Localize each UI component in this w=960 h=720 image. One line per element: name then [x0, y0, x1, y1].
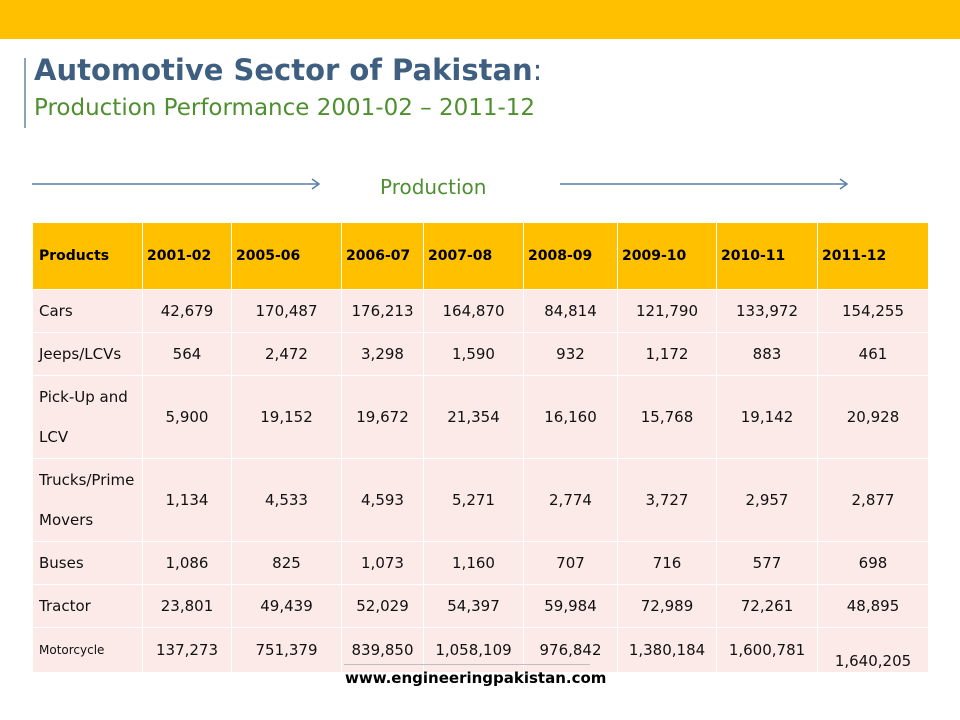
page-title: Automotive Sector of Pakistan: [34, 53, 542, 87]
table-cell: 23,801 [142, 584, 232, 628]
row-label: Motorcycle [32, 627, 143, 673]
section-label: Production [380, 175, 487, 199]
table-cell: 4,533 [231, 458, 342, 542]
left-arrow [32, 178, 321, 190]
table-cell: 1,590 [423, 332, 524, 376]
table-cell: 72,261 [716, 584, 818, 628]
table-cell: 698 [817, 541, 929, 585]
table-cell: 1,073 [341, 541, 424, 585]
page-subtitle: Production Performance 2001-02 – 2011-12 [34, 95, 536, 121]
table-cell: 19,672 [341, 375, 424, 459]
table-cell: 577 [716, 541, 818, 585]
table-row: Pick-Up and LCV 5,900 19,152 19,672 21,3… [32, 375, 929, 459]
table-cell: 20,928 [817, 375, 929, 459]
table-cell: 564 [142, 332, 232, 376]
row-label: Buses [32, 541, 143, 585]
title-accent-line [24, 58, 26, 128]
top-accent-bar [0, 0, 960, 39]
page-title-text: Automotive Sector of Pakistan [34, 53, 533, 87]
table-cell: 1,160 [423, 541, 524, 585]
row-label: Pick-Up and LCV [32, 375, 143, 459]
table-cell: 716 [617, 541, 717, 585]
table-row: Jeeps/LCVs 564 2,472 3,298 1,590 932 1,1… [32, 332, 929, 376]
table-cell: 52,029 [341, 584, 424, 628]
table-cell: 170,487 [231, 289, 342, 333]
table-cell: 1,640,205 [817, 627, 929, 673]
table-cell: 15,768 [617, 375, 717, 459]
table-cell: 5,271 [423, 458, 524, 542]
table-cell: 1,172 [617, 332, 717, 376]
row-label: Tractor [32, 584, 143, 628]
header-year: 2005-06 [231, 222, 342, 290]
table-cell: 976,842 [523, 627, 618, 673]
header-year: 2006-07 [341, 222, 424, 290]
table-cell: 42,679 [142, 289, 232, 333]
table-row: Tractor 23,801 49,439 52,029 54,397 59,9… [32, 584, 929, 628]
table-cell: 19,142 [716, 375, 818, 459]
table-cell: 54,397 [423, 584, 524, 628]
right-arrow [560, 178, 849, 190]
table-cell: 3,727 [617, 458, 717, 542]
table-cell: 2,774 [523, 458, 618, 542]
table-cell: 121,790 [617, 289, 717, 333]
header-year: 2010-11 [716, 222, 818, 290]
table-cell: 19,152 [231, 375, 342, 459]
table-cell: 4,593 [341, 458, 424, 542]
row-label: Jeeps/LCVs [32, 332, 143, 376]
table-cell: 48,895 [817, 584, 929, 628]
header-products: Products [32, 222, 143, 290]
production-table: Products 2001-02 2005-06 2006-07 2007-08… [32, 222, 929, 673]
table-cell: 1,058,109 [423, 627, 524, 673]
table-row: Trucks/Prime Movers 1,134 4,533 4,593 5,… [32, 458, 929, 542]
header-year: 2008-09 [523, 222, 618, 290]
table-cell: 2,957 [716, 458, 818, 542]
table-cell: 176,213 [341, 289, 424, 333]
table-cell: 154,255 [817, 289, 929, 333]
table-cell: 84,814 [523, 289, 618, 333]
table-cell: 72,989 [617, 584, 717, 628]
header-year: 2011-12 [817, 222, 929, 290]
table-cell: 2,472 [231, 332, 342, 376]
table-row: Cars 42,679 170,487 176,213 164,870 84,8… [32, 289, 929, 333]
table-cell: 133,972 [716, 289, 818, 333]
table-cell: 1,380,184 [617, 627, 717, 673]
table-header-row: Products 2001-02 2005-06 2006-07 2007-08… [32, 222, 929, 290]
table-cell: 3,298 [341, 332, 424, 376]
table-cell: 883 [716, 332, 818, 376]
table-cell: 1,086 [142, 541, 232, 585]
table-cell: 164,870 [423, 289, 524, 333]
header-year: 2009-10 [617, 222, 717, 290]
table-cell: 839,850 [341, 627, 424, 673]
table-row: Motorcycle 137,273 751,379 839,850 1,058… [32, 627, 929, 673]
table-cell: 5,900 [142, 375, 232, 459]
table-cell: 1,600,781 [716, 627, 818, 673]
page-title-colon: : [532, 53, 543, 87]
table-cell: 2,877 [817, 458, 929, 542]
table-cell: 932 [523, 332, 618, 376]
table-cell: 461 [817, 332, 929, 376]
header-year: 2001-02 [142, 222, 232, 290]
header-year: 2007-08 [423, 222, 524, 290]
table-cell: 21,354 [423, 375, 524, 459]
table-cell: 16,160 [523, 375, 618, 459]
table-cell: 751,379 [231, 627, 342, 673]
table-cell: 49,439 [231, 584, 342, 628]
footer-url: www.engineeringpakistan.com [345, 669, 607, 687]
row-label: Cars [32, 289, 143, 333]
table-cell: 1,134 [142, 458, 232, 542]
footer-divider [344, 664, 590, 665]
table-cell: 825 [231, 541, 342, 585]
table-cell: 137,273 [142, 627, 232, 673]
table-row: Buses 1,086 825 1,073 1,160 707 716 577 … [32, 541, 929, 585]
row-label: Trucks/Prime Movers [32, 458, 143, 542]
table-cell: 59,984 [523, 584, 618, 628]
table-cell: 707 [523, 541, 618, 585]
